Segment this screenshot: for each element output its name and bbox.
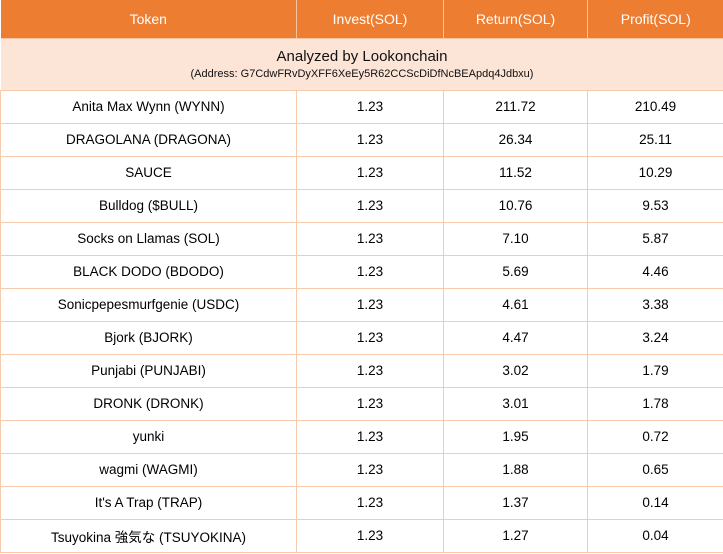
table-row: Sonicpepesmurfgenie (USDC) 1.23 4.61 3.3… [0,287,723,322]
invest-cell: 1.23 [296,221,444,256]
return-cell: 10.76 [443,188,588,223]
token-cell: Sonicpepesmurfgenie (USDC) [0,287,297,322]
table-row: DRAGOLANA (DRAGONA) 1.23 26.34 25.11 [0,122,723,157]
return-cell: 26.34 [443,122,588,157]
table-row: Bulldog ($BULL) 1.23 10.76 9.53 [0,188,723,223]
column-header-token: Token [0,0,297,39]
table-row: wagmi (WAGMI) 1.23 1.88 0.65 [0,452,723,487]
profit-cell: 1.79 [587,353,723,388]
token-cell: DRAGOLANA (DRAGONA) [0,122,297,157]
table-row: It's A Trap (TRAP) 1.23 1.37 0.14 [0,485,723,520]
profit-cell: 1.78 [587,386,723,421]
invest-cell: 1.23 [296,122,444,157]
token-cell: Bjork (BJORK) [0,320,297,355]
table-row: Tsuyokina 強気な (TSUYOKINA) 1.23 1.27 0.04 [0,518,723,553]
invest-cell: 1.23 [296,254,444,289]
return-cell: 1.27 [443,518,588,553]
return-cell: 1.37 [443,485,588,520]
return-cell: 4.61 [443,287,588,322]
token-cell: SAUCE [0,155,297,190]
token-cell: Socks on Llamas (SOL) [0,221,297,256]
profit-cell: 210.49 [587,89,723,124]
token-cell: yunki [0,419,297,454]
table-row: SAUCE 1.23 11.52 10.29 [0,155,723,190]
invest-cell: 1.23 [296,452,444,487]
profit-cell: 10.29 [587,155,723,190]
banner-title: Analyzed by Lookonchain [276,47,448,65]
column-header-return: Return(SOL) [443,0,588,39]
invest-cell: 1.23 [296,155,444,190]
token-cell: Punjabi (PUNJABI) [0,353,297,388]
invest-cell: 1.23 [296,320,444,355]
table-row: Anita Max Wynn (WYNN) 1.23 211.72 210.49 [0,89,723,124]
invest-cell: 1.23 [296,485,444,520]
banner-cell: Analyzed by Lookonchain (Address: G7CdwF… [0,37,723,91]
profit-cell: 3.38 [587,287,723,322]
invest-cell: 1.23 [296,353,444,388]
profit-cell: 4.46 [587,254,723,289]
profit-cell: 9.53 [587,188,723,223]
banner-row: Analyzed by Lookonchain (Address: G7CdwF… [0,37,723,91]
token-cell: It's A Trap (TRAP) [0,485,297,520]
token-cell: Bulldog ($BULL) [0,188,297,223]
return-cell: 3.01 [443,386,588,421]
invest-cell: 1.23 [296,89,444,124]
profit-cell: 3.24 [587,320,723,355]
profit-cell: 25.11 [587,122,723,157]
invest-cell: 1.23 [296,386,444,421]
profit-cell: 0.14 [587,485,723,520]
token-cell: DRONK (DRONK) [0,386,297,421]
profit-cell: 0.65 [587,452,723,487]
table-row: Socks on Llamas (SOL) 1.23 7.10 5.87 [0,221,723,256]
token-cell: Tsuyokina 強気な (TSUYOKINA) [0,518,297,553]
profit-cell: 5.87 [587,221,723,256]
token-cell: wagmi (WAGMI) [0,452,297,487]
table-row: yunki 1.23 1.95 0.72 [0,419,723,454]
banner-address: (Address: G7CdwFRvDyXFF6XeEy5R62CCScDiDf… [190,67,534,80]
invest-cell: 1.23 [296,419,444,454]
return-cell: 5.69 [443,254,588,289]
table-row: BLACK DODO (BDODO) 1.23 5.69 4.46 [0,254,723,289]
return-cell: 4.47 [443,320,588,355]
return-cell: 3.02 [443,353,588,388]
token-cell: BLACK DODO (BDODO) [0,254,297,289]
profit-cell: 0.72 [587,419,723,454]
return-cell: 7.10 [443,221,588,256]
column-header-profit: Profit(SOL) [587,0,723,39]
return-cell: 211.72 [443,89,588,124]
return-cell: 11.52 [443,155,588,190]
token-cell: Anita Max Wynn (WYNN) [0,89,297,124]
return-cell: 1.88 [443,452,588,487]
table-row: Bjork (BJORK) 1.23 4.47 3.24 [0,320,723,355]
profit-cell: 0.04 [587,518,723,553]
return-cell: 1.95 [443,419,588,454]
invest-cell: 1.23 [296,287,444,322]
header-row: Token Invest(SOL) Return(SOL) Profit(SOL… [0,0,723,39]
invest-cell: 1.23 [296,518,444,553]
table-header: Token Invest(SOL) Return(SOL) Profit(SOL… [0,0,723,39]
invest-cell: 1.23 [296,188,444,223]
column-header-invest: Invest(SOL) [296,0,444,39]
table-row: Punjabi (PUNJABI) 1.23 3.02 1.79 [0,353,723,388]
table-row: DRONK (DRONK) 1.23 3.01 1.78 [0,386,723,421]
